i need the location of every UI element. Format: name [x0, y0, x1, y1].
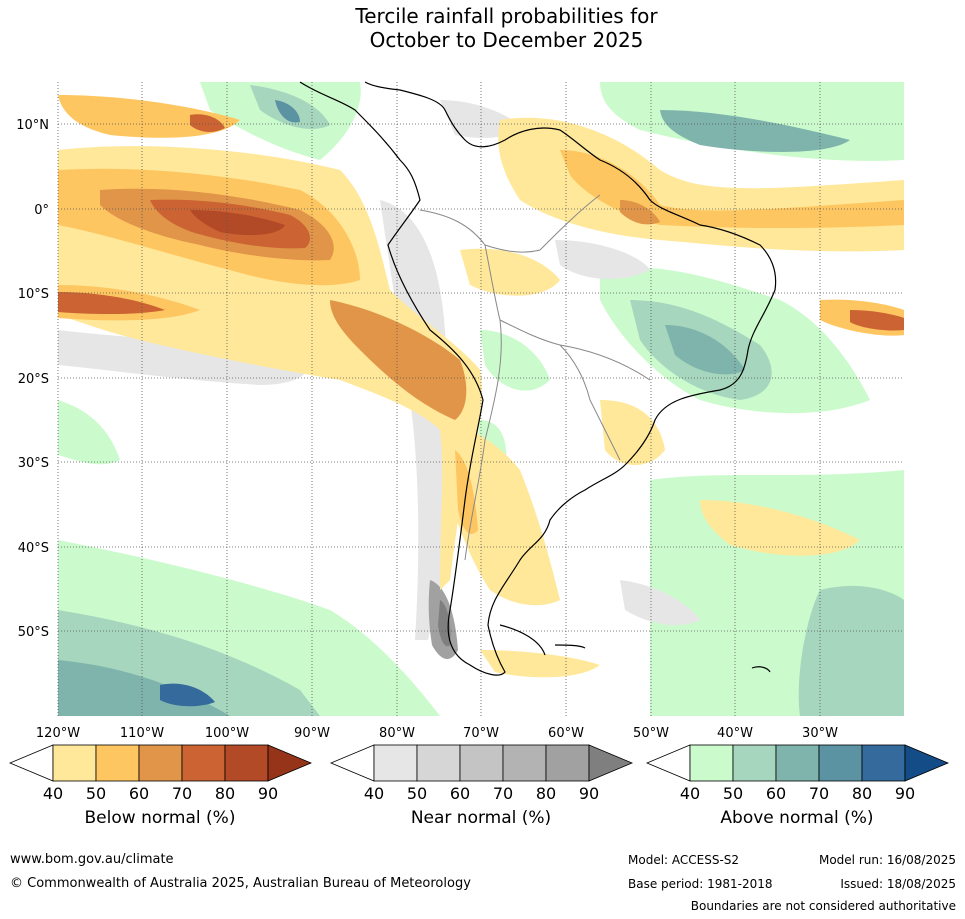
latitude-label: 0° — [34, 203, 49, 218]
longitude-label: 40°W — [717, 726, 753, 741]
base-period-text: Base period: 1981-2018 — [628, 877, 773, 891]
colorbar-tick-label: 80 — [852, 784, 872, 803]
colorbar-segment — [138, 744, 183, 782]
colorbar-high-extension — [904, 744, 950, 782]
latitude-label: 50°S — [18, 625, 49, 640]
model-run-text: Model run: 16/08/2025 — [818, 853, 956, 867]
longitude-label: 110°W — [120, 726, 164, 741]
colorbar-tick-label: 80 — [215, 784, 235, 803]
colorbar-tick-label: 90 — [895, 784, 915, 803]
colorbar-2: 40 50 60 70 80 90 — [645, 744, 950, 803]
title-line-2: October to December 2025 — [369, 28, 644, 52]
longitude-label: 120°W — [36, 726, 80, 741]
colorbar-segment — [95, 744, 140, 782]
map-field — [58, 82, 904, 716]
below-normal-colorbar-label: Below normal (%) — [84, 808, 236, 828]
colorbar-tick-label: 40 — [43, 784, 63, 803]
colorbar-segment — [502, 744, 547, 782]
latitude-label: 40°S — [18, 541, 49, 556]
longitude-label: 50°W — [633, 726, 669, 741]
longitude-label: 60°W — [548, 726, 584, 741]
coastlines — [299, 81, 777, 676]
colorbar-segment — [459, 744, 504, 782]
colorbar-segment — [818, 744, 863, 782]
longitude-label: 90°W — [294, 726, 330, 741]
colorbar-tick-label: 60 — [450, 784, 470, 803]
colorbar-high-extension — [267, 744, 313, 782]
latitude-label: 10°S — [18, 287, 49, 302]
latitude-label: 20°S — [18, 372, 49, 387]
colorbar-segment — [545, 744, 590, 782]
colorbar-tick-label: 40 — [364, 784, 384, 803]
country-borders — [419, 194, 651, 561]
disclaimer-text: Boundaries are not considered authoritat… — [690, 899, 956, 913]
colorbar-tick-label: 70 — [172, 784, 192, 803]
colorbar-tick-label: 80 — [536, 784, 556, 803]
colorbar-0: 40 50 60 70 80 90 — [8, 744, 313, 803]
colorbar-tick-label: 70 — [809, 784, 829, 803]
colorbar-low-extension — [8, 744, 54, 782]
map-title: Tercile rainfall probabilities for Octob… — [0, 4, 965, 52]
colorbar-tick-label: 90 — [258, 784, 278, 803]
colorbar-high-extension — [588, 744, 634, 782]
colorbar-tick-label: 50 — [407, 784, 427, 803]
colorbar-tick-label: 60 — [129, 784, 149, 803]
colorbar-tick-label: 50 — [86, 784, 106, 803]
colorbar-low-extension — [645, 744, 691, 782]
issued-text: Issued: 18/08/2025 — [840, 877, 956, 891]
copyright-text: © Commonwealth of Australia 2025, Austra… — [10, 876, 471, 891]
latitude-labels: 10°N 0° 10°S 20°S 30°S 40°S 50°S — [16, 118, 49, 640]
longitude-label: 30°W — [802, 726, 838, 741]
longitude-labels: 120°W 110°W 100°W 90°W 80°W 70°W 60°W 50°W 40°W 3… — [36, 726, 838, 741]
colorbar-tick-label: 90 — [579, 784, 599, 803]
longitude-label: 80°W — [379, 726, 415, 741]
colorbar-tick-label: 60 — [766, 784, 786, 803]
near-normal-colorbar-label: Near normal (%) — [410, 808, 552, 828]
colorbars: 40 50 60 70 80 90 40 50 60 70 80 90 40 50 60 70 80 90 — [8, 744, 950, 803]
longitude-label: 100°W — [205, 726, 249, 741]
colorbar-segment — [775, 744, 820, 782]
colorbar-tick-label: 50 — [723, 784, 743, 803]
colorbar-1: 40 50 60 70 80 90 — [329, 744, 634, 803]
website-text: www.bom.gov.au/climate — [10, 852, 174, 867]
colorbar-segment — [224, 744, 269, 782]
longitude-label: 70°W — [463, 726, 499, 741]
colorbar-segment — [52, 744, 97, 782]
latitude-label: 10°N — [16, 118, 49, 133]
above-normal-colorbar-label: Above normal (%) — [720, 808, 874, 828]
colorbar-low-extension — [329, 744, 375, 782]
colorbar-segment — [689, 744, 734, 782]
colorbar-tick-label: 40 — [680, 784, 700, 803]
gridlines — [57, 82, 904, 716]
colorbar-segment — [181, 744, 226, 782]
colorbar-segment — [416, 744, 461, 782]
latitude-label: 30°S — [18, 456, 49, 471]
model-text: Model: ACCESS-S2 — [628, 853, 740, 867]
title-line-1: Tercile rainfall probabilities for — [355, 4, 658, 28]
colorbar-segment — [861, 744, 906, 782]
colorbar-tick-label: 70 — [493, 784, 513, 803]
colorbar-segment — [373, 744, 418, 782]
colorbar-segment — [732, 744, 777, 782]
